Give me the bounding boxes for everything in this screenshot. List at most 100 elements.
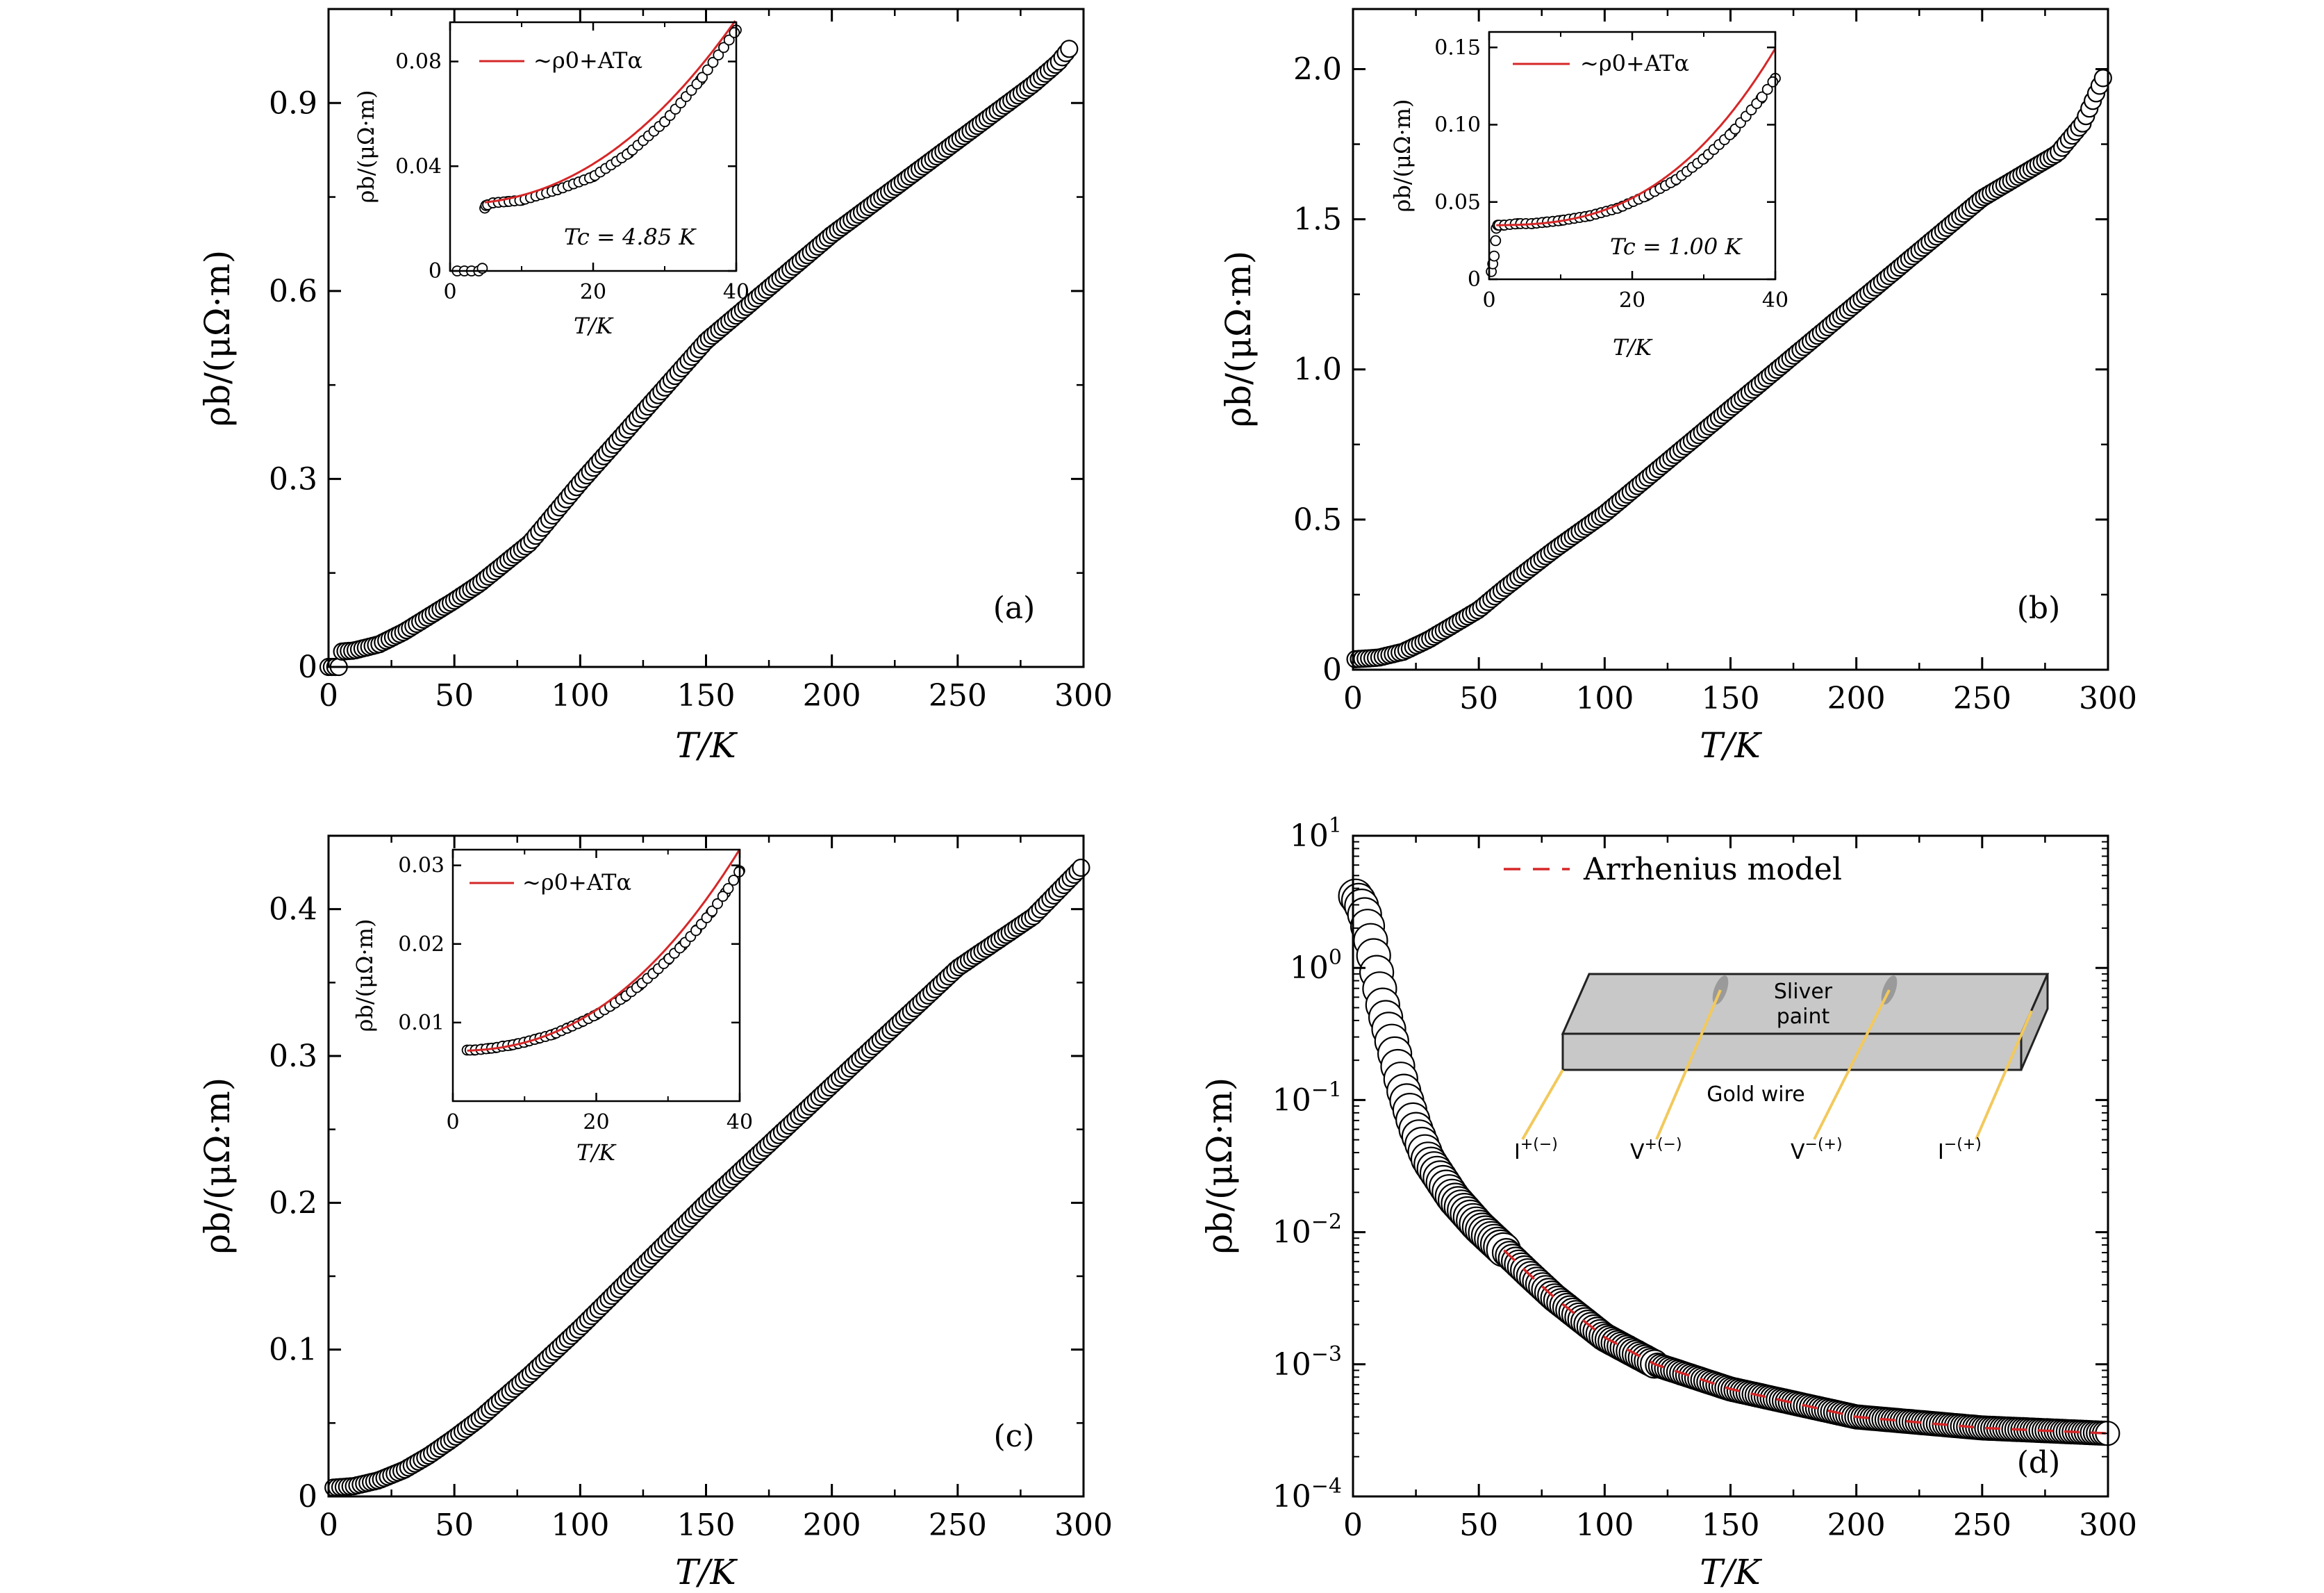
- inset-data-point: [718, 42, 729, 53]
- panel-b-inset: 0 20 40 0 0.05 0.10 0.15 ~ρ0+ATα Tc = 1.00 K T…: [1389, 31, 1788, 361]
- inset-data-point: [697, 72, 708, 83]
- contact-3-base: V: [1791, 1140, 1805, 1164]
- panel-b-inset-x-label: T/K: [1613, 334, 1653, 361]
- panel-b-inset-y-label-text: ρb/(μΩ·m): [1389, 99, 1416, 213]
- inset-y-tick-label: 0.02: [398, 932, 445, 957]
- inset-data-point: [728, 875, 740, 886]
- panel-d-x-label: T/K: [1700, 1552, 1762, 1592]
- inset-data-point: [706, 905, 718, 917]
- x-tick-label: 250: [929, 678, 987, 713]
- x-tick-label: 0: [319, 678, 338, 713]
- x-tick-label: 150: [677, 678, 736, 713]
- panel-c-y-label-text: ρb/(μΩ·m): [197, 1078, 238, 1255]
- panel-c-inset-y-label: ρb/(μΩ·m): [351, 919, 378, 1032]
- panel-c-y-label: ρb/(μΩ·m): [197, 1078, 238, 1255]
- inset-data-point: [1756, 91, 1768, 103]
- inset-x-tick-label: 20: [583, 1110, 609, 1134]
- y-tick-label: 0: [298, 650, 317, 685]
- inset-x-tick-label: 0: [1482, 288, 1495, 313]
- y-tick-label: 0: [1322, 652, 1342, 688]
- paint-label: paint: [1777, 1005, 1830, 1029]
- panel-a-inset-legend: ~ρ0+ATα: [533, 47, 642, 74]
- panel-c-inset-x-label: T/K: [576, 1139, 617, 1166]
- data-point: [1072, 858, 1090, 877]
- inset-data-point: [707, 56, 719, 68]
- inset-y-tick-label: 0.03: [398, 854, 445, 878]
- y-tick-label: 0.9: [269, 85, 317, 121]
- y-tick-label: 0.6: [269, 274, 317, 309]
- gold-wire-4: [1975, 1010, 2033, 1140]
- inset-data-point: [713, 49, 724, 60]
- panel-a-y-label: ρb/(μΩ·m): [197, 250, 238, 427]
- panel-d-arrhenius-fit-line: [1503, 1249, 2109, 1435]
- inset-x-tick-label: 0: [446, 1110, 459, 1134]
- sliver-label: Sliver: [1774, 980, 1833, 1004]
- contact-4-sup: −(+): [1944, 1136, 1982, 1153]
- y-tick-label: 10−3: [1272, 1342, 1342, 1382]
- contact-label-4: I−(+): [1938, 1136, 1982, 1164]
- x-tick-label: 250: [1953, 681, 2011, 716]
- panel-c-inset-fit-line: [467, 848, 741, 1052]
- x-tick-label: 50: [435, 678, 474, 713]
- panel-a-inset: 0 20 40 0 0.04 0.08 ~ρ0+ATα Tc = 4.85 K T/K ρ…: [353, 20, 749, 339]
- x-tick-label: 300: [2079, 1508, 2137, 1543]
- panel-c-label: (c): [994, 1419, 1035, 1454]
- panel-c-inset-legend: ~ρ0+ATα: [522, 869, 631, 895]
- gold-wire-1: [1521, 1068, 1564, 1141]
- contact-2-base: V: [1630, 1140, 1645, 1164]
- y-tick-label: 2.0: [1293, 51, 1342, 87]
- y-tick-label: 1.0: [1293, 352, 1342, 388]
- inset-x-tick-label: 40: [723, 280, 749, 304]
- x-tick-label: 100: [551, 678, 609, 713]
- panel-d: 0 50 100 150 200 250 300 101 100 10−1 10−2 10−3 10−4…: [1200, 814, 2137, 1592]
- x-tick-label: 100: [551, 1508, 609, 1543]
- panel-d-ticks: 0 50 100 150 200 250 300 101 100 10−1 10−2 10−3 10−4: [1272, 814, 2137, 1543]
- x-tick-label: 300: [1054, 678, 1113, 713]
- panel-b-x-label: T/K: [1700, 725, 1762, 766]
- panel-a-y-label-text: ρb/(μΩ·m): [197, 250, 238, 427]
- x-tick-label: 50: [1459, 681, 1498, 716]
- inset-x-tick-label: 20: [580, 280, 606, 304]
- panel-a-inset-x-label: T/K: [574, 313, 614, 339]
- panel-d-y-label-text: ρb/(μΩ·m): [1200, 1078, 1240, 1255]
- x-tick-label: 100: [1575, 681, 1634, 716]
- inset-data-point: [712, 898, 723, 909]
- panel-b-label: (b): [2017, 591, 2061, 626]
- panel-b-inset-tc: Tc = 1.00 K: [1610, 233, 1743, 260]
- panel-b-inset-ticks: 0 20 40 0 0.05 0.10 0.15: [1434, 32, 1788, 313]
- x-tick-label: 100: [1575, 1508, 1634, 1543]
- panel-d-label: (d): [2017, 1445, 2061, 1480]
- x-tick-label: 0: [319, 1508, 338, 1543]
- panel-a-inset-y-label: ρb/(μΩ·m): [353, 90, 379, 204]
- panel-b-inset-legend: ~ρ0+ATα: [1580, 50, 1689, 76]
- x-tick-label: 300: [1054, 1508, 1113, 1543]
- gold-wire-label: Gold wire: [1707, 1082, 1805, 1107]
- panel-b-inset-y-label: ρb/(μΩ·m): [1389, 99, 1416, 213]
- y-tick-label: 0.4: [269, 892, 317, 927]
- panel-b-data-points: [1346, 69, 2112, 669]
- inset-data-point: [702, 64, 713, 76]
- panel-a-label: (a): [993, 591, 1036, 626]
- panel-c-inset-bg: [453, 850, 740, 1101]
- contact-1-sup: +(−): [1520, 1136, 1558, 1153]
- panel-c-inset-y-label-text: ρb/(μΩ·m): [351, 919, 378, 1032]
- data-point: [1060, 40, 1079, 58]
- x-tick-label: 150: [1702, 1508, 1760, 1543]
- inset-x-tick-label: 40: [1762, 288, 1788, 313]
- panel-a-inset-fit-line: [484, 20, 736, 204]
- x-tick-label: 200: [803, 1508, 861, 1543]
- y-tick-label: 0.3: [269, 461, 317, 497]
- panel-d-legend: Arrhenius model: [1583, 852, 1842, 887]
- y-tick-label: 0.1: [269, 1332, 317, 1368]
- inset-data-point: [1761, 83, 1773, 95]
- y-tick-label: 1.5: [1293, 202, 1342, 238]
- x-tick-label: 50: [1459, 1508, 1498, 1543]
- panel-b-inset-bg: [1489, 32, 1775, 279]
- inset-y-tick-label: 0.05: [1434, 190, 1481, 215]
- contact-3-sup: −(+): [1805, 1136, 1843, 1153]
